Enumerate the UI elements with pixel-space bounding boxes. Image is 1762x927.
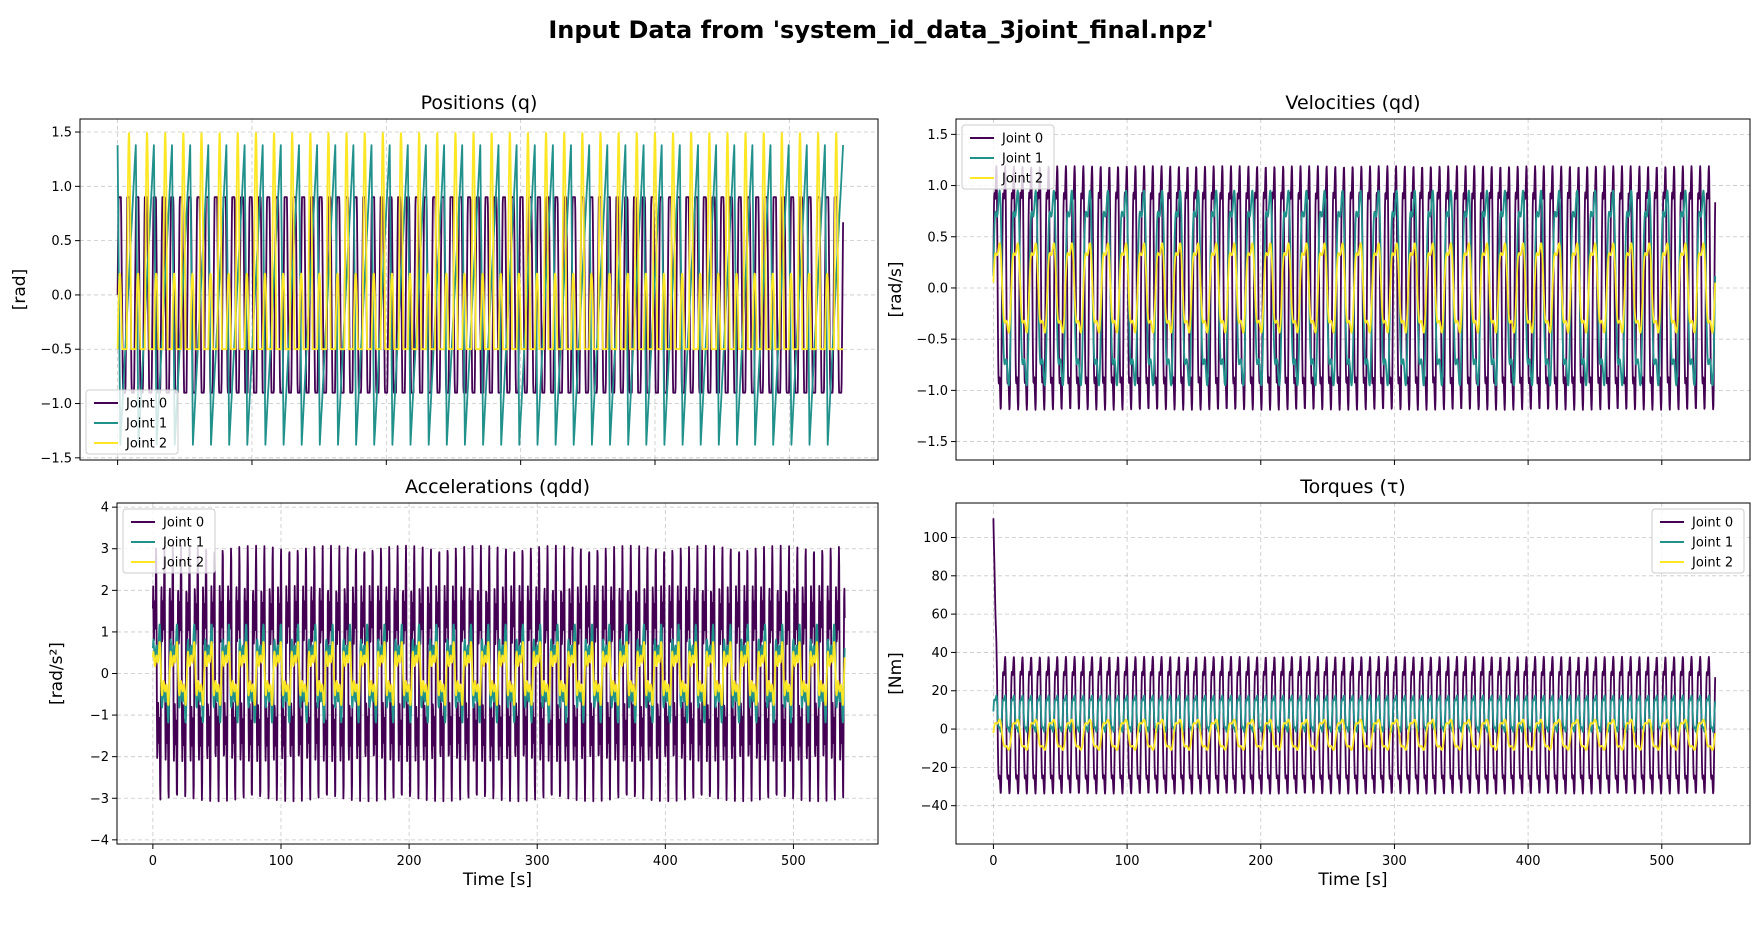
y-tick-label: 1 — [101, 625, 109, 640]
panel-accelerations-qdd: 0 100 200 300 400 500 −4 −3 −2 −1 0 1 2 3 4 Acceleratio… — [47, 476, 879, 890]
y-tick-label: 40 — [931, 646, 948, 661]
x-tick-label: 100 — [269, 854, 294, 869]
x-axis-label: Time [s] — [462, 870, 532, 890]
y-tick-label: 0.0 — [51, 288, 72, 303]
series-line-joint-1 — [116, 144, 844, 446]
y-tick-label: 1.5 — [927, 128, 948, 143]
x-tick-label: 200 — [1248, 854, 1273, 869]
legend-label-joint-1: Joint 1 — [125, 417, 167, 432]
y-tick-label: 20 — [931, 684, 948, 699]
y-tick-label: 80 — [931, 569, 948, 584]
x-tick-label: 100 — [1115, 854, 1140, 869]
y-tick-label: 0.0 — [927, 281, 948, 296]
x-tick-label: 500 — [781, 854, 806, 869]
legend-box — [85, 389, 179, 455]
panel-title: Positions (q) — [421, 92, 538, 114]
y-tick-label: −1.5 — [40, 451, 72, 466]
series-group — [992, 165, 1717, 411]
y-tick-label: −1.0 — [916, 384, 948, 399]
legend-label-joint-0: Joint 0 — [162, 516, 204, 531]
y-tick-label: 0.5 — [927, 230, 948, 245]
panel-torques: 0 100 200 300 400 500 −40 −20 0 20 40 60 80 100 Torque… — [886, 476, 1751, 890]
legend-label-joint-2: Joint 2 — [1691, 556, 1733, 571]
x-axis-label: Time [s] — [1317, 870, 1387, 890]
y-tick-label: −0.5 — [40, 343, 72, 358]
series-line-joint-2 — [152, 641, 846, 706]
y-axis-label: [rad/s] — [886, 261, 906, 317]
y-tick-label: −4 — [90, 833, 109, 848]
series-group — [116, 132, 844, 446]
y-tick-label: 0.5 — [51, 234, 72, 249]
y-tick-label: 3 — [101, 542, 109, 557]
legend-label-joint-2: Joint 2 — [125, 437, 167, 452]
y-tick-label: −1.5 — [916, 435, 948, 450]
y-tick-label: 1.5 — [51, 126, 72, 141]
legend-label-joint-1: Joint 1 — [1001, 152, 1043, 167]
y-axis-label: [rad] — [10, 269, 30, 310]
y-tick-label: 4 — [101, 501, 109, 516]
series-group — [992, 518, 1717, 795]
legend: Joint 0 Joint 1 Joint 2 — [961, 124, 1055, 190]
legend-label-joint-1: Joint 1 — [1691, 536, 1733, 551]
legend-box — [961, 124, 1055, 190]
x-tick-label: 200 — [397, 854, 422, 869]
plot-frame — [79, 118, 879, 461]
x-tick-label: 400 — [653, 854, 678, 869]
legend: Joint 0 Joint 1 Joint 2 — [122, 508, 216, 574]
y-tick-label: −1 — [90, 709, 109, 724]
y-tick-label: 1.0 — [927, 179, 948, 194]
y-tick-label: −3 — [90, 792, 109, 807]
legend: Joint 0 Joint 1 Joint 2 — [85, 389, 179, 455]
legend-label-joint-2: Joint 2 — [1001, 172, 1043, 187]
panel-title: Torques (τ) — [1299, 476, 1405, 498]
series-line-joint-1 — [992, 694, 1717, 733]
y-tick-label: 100 — [923, 531, 948, 546]
y-tick-label: 2 — [101, 584, 109, 599]
y-tick-label: −40 — [921, 799, 948, 814]
series-line-joint-0 — [992, 518, 1717, 795]
y-tick-label: −2 — [90, 750, 109, 765]
legend-label-joint-1: Joint 1 — [162, 536, 204, 551]
series-line-joint-0 — [152, 544, 846, 803]
x-tick-label: 0 — [149, 854, 157, 869]
y-tick-label: −0.5 — [916, 333, 948, 348]
y-tick-label: 60 — [931, 608, 948, 623]
plot-frame — [955, 118, 1751, 461]
legend-box — [1651, 508, 1745, 574]
y-tick-label: −20 — [921, 761, 948, 776]
legend-box — [122, 508, 216, 574]
series-line-joint-2 — [992, 242, 1717, 334]
panel-title: Velocities (qd) — [1285, 92, 1420, 114]
y-tick-label: 0 — [101, 667, 109, 682]
legend-label-joint-0: Joint 0 — [1691, 516, 1733, 531]
y-tick-label: −1.0 — [40, 397, 72, 412]
y-tick-label: 0 — [940, 723, 948, 738]
figure-title: Input Data from 'system_id_data_3joint_f… — [548, 16, 1213, 44]
panel-positions-q: −1.5 −1.0 −0.5 0.0 0.5 1.0 1.5 Positions (q) [ra… — [10, 92, 879, 466]
panel-title: Accelerations (qdd) — [405, 476, 590, 498]
plot-frame — [955, 502, 1751, 845]
series-line-joint-2 — [992, 718, 1717, 751]
series-line-joint-2 — [116, 132, 844, 351]
x-tick-label: 500 — [1649, 854, 1674, 869]
legend-label-joint-2: Joint 2 — [162, 556, 204, 571]
y-tick-label: 1.0 — [51, 180, 72, 195]
legend: Joint 0 Joint 1 Joint 2 — [1651, 508, 1745, 574]
y-axis-label: [rad/s²] — [47, 642, 67, 705]
series-group — [152, 544, 846, 803]
x-tick-label: 300 — [1382, 854, 1407, 869]
panel-velocities-qd: −1.5 −1.0 −0.5 0.0 0.5 1.0 1.5 Velocities (qd) [… — [886, 92, 1751, 465]
x-tick-label: 300 — [525, 854, 550, 869]
x-tick-label: 400 — [1516, 854, 1541, 869]
y-axis-label: [Nm] — [886, 652, 906, 695]
legend-label-joint-0: Joint 0 — [1001, 132, 1043, 147]
legend-label-joint-0: Joint 0 — [125, 397, 167, 412]
x-tick-label: 0 — [989, 854, 997, 869]
